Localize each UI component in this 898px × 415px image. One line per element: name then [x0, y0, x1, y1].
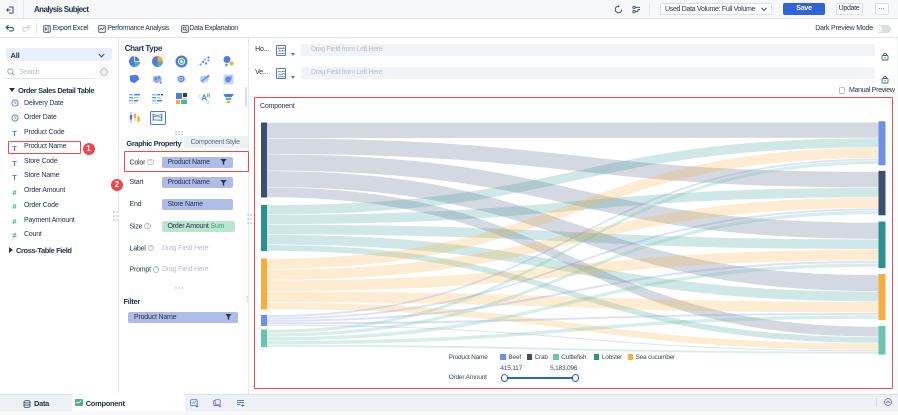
- svg-text:A: A: [201, 93, 207, 102]
- svg-text:D: D: [206, 99, 210, 104]
- svg-text:C: C: [198, 94, 202, 99]
- svg-text:B: B: [207, 93, 211, 99]
